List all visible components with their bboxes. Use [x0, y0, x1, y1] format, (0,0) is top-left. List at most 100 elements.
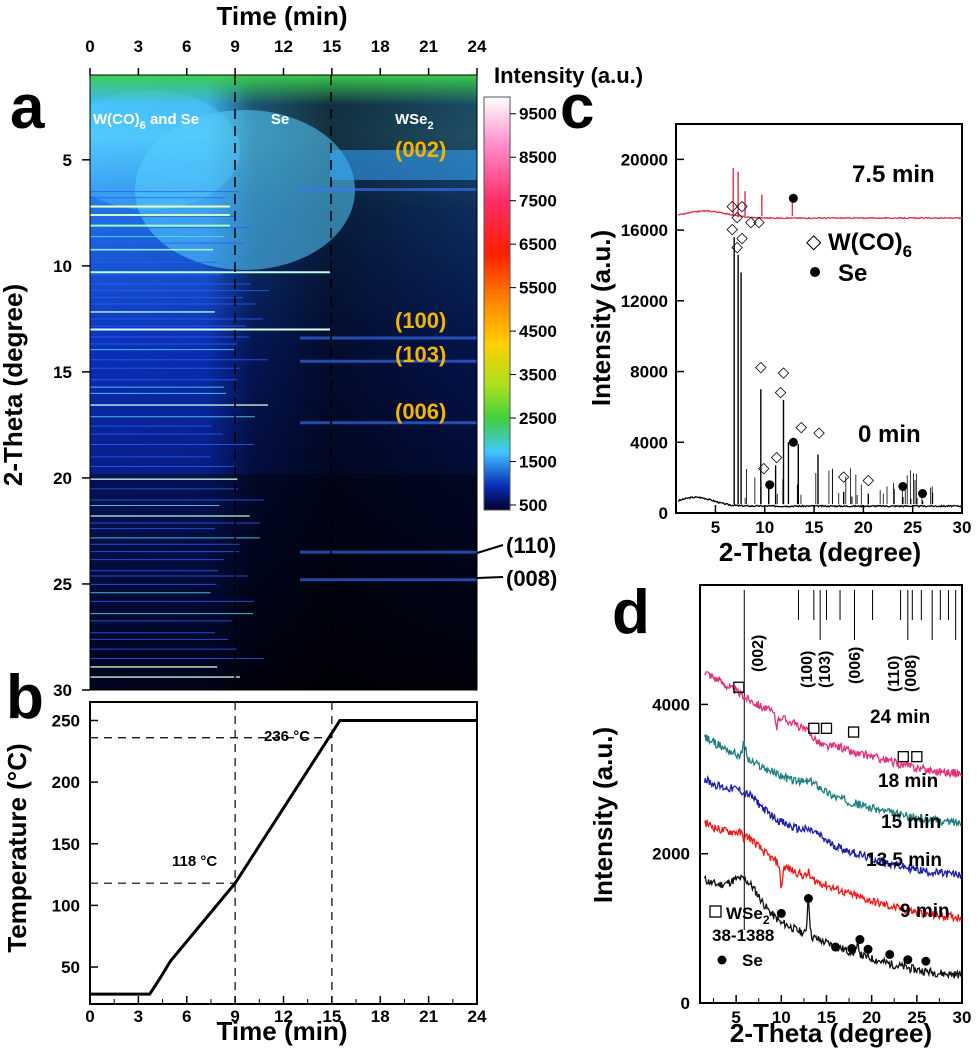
legend-wse2-label: WSe2 [726, 904, 770, 927]
legend-pdf-number: 38-1388 [712, 926, 774, 945]
hkl-103-label: (103) [395, 342, 446, 367]
c-x-tick-label: 20 [854, 518, 873, 537]
region-label-se: Se [271, 111, 289, 128]
region-label-wse2: WSe2 [395, 111, 434, 132]
d-se-marker [847, 944, 857, 954]
c-y-tick-label: 8000 [630, 363, 668, 382]
d-y-tick-label: 4000 [652, 695, 690, 714]
colorbar-tick-label: 500 [519, 496, 547, 515]
b-y-tick-label: 250 [52, 711, 80, 730]
b-x-tick-label: 24 [468, 1007, 487, 1026]
hkl-d-002: (002) [750, 635, 767, 672]
d-se-marker [921, 956, 931, 966]
panel-a-ylabel: 2-Theta (degree) [0, 284, 28, 486]
d-x-tick-label: 15 [817, 1008, 836, 1027]
colorbar-title: Intensity (a.u.) [494, 63, 643, 88]
wco6-marker: ◇ [726, 221, 738, 238]
wco6-marker: ◇ [795, 419, 807, 436]
low-angle-green-band [90, 75, 477, 105]
d-x-tick-label: 5 [731, 1008, 740, 1027]
panel-c-ylabel: Intensity (a.u.) [586, 230, 616, 406]
panel-a-time-ticks: 0 3 6 9 12 15 18 21 24 [85, 37, 487, 75]
b-x-tick-label: 6 [182, 1007, 191, 1026]
panel-c-ticks: 5 10 15 20 25 30 0 4000 8000 12000 16000 20000 [621, 150, 972, 537]
panel-b-label: b [6, 663, 44, 732]
hkl-d-006: (006) [847, 647, 864, 684]
panel-c-curves [677, 168, 963, 508]
colorbar-tick-label: 9500 [519, 105, 557, 124]
wse2-marker [820, 722, 833, 734]
legend-se-icon [810, 267, 820, 277]
panel-d-xlabel: 2-Theta (degree) [730, 1018, 932, 1048]
panel-a-2theta-ticks: 5 10 15 20 25 30 [53, 151, 90, 700]
c-x-tick-label: 15 [805, 518, 824, 537]
a-y-tick-label: 30 [53, 681, 72, 700]
b-x-tick-label: 12 [274, 1007, 293, 1026]
wco6-marker: ◇ [771, 449, 783, 466]
a-top-tick-label: 12 [274, 37, 293, 56]
b-y-tick-label: 50 [61, 958, 80, 977]
wco6-marker: ◇ [863, 472, 875, 489]
a-top-tick-label: 21 [419, 37, 438, 56]
colorbar-tick-label: 5500 [519, 279, 557, 298]
se-marker [918, 489, 928, 499]
colorbar-tick-label: 3500 [519, 366, 557, 385]
wco6-marker: ◇ [758, 459, 770, 476]
se-marker [765, 480, 775, 490]
wco6-marker: ◇ [775, 383, 787, 400]
se-broad-region [135, 110, 355, 270]
panel-b: b 0 3 6 9 12 15 18 21 24 50 100 150 200 250 118 °C 23… [2, 663, 487, 1046]
wco6-marker: ◇ [755, 359, 767, 376]
heatmap [90, 75, 477, 690]
wco6-marker: ◇ [813, 424, 825, 441]
a-y-tick-label: 25 [53, 575, 72, 594]
legend-se-label: Se [838, 260, 867, 287]
c-y-tick-label: 20000 [621, 150, 668, 169]
label-13-5-min: 13.5 min [866, 850, 942, 871]
panel-b-guides [90, 702, 333, 1004]
c-y-tick-label: 0 [659, 504, 668, 523]
panel-d: d 5 10 15 20 25 30 0 2000 4000 (002) (100) (103)… [588, 578, 971, 1048]
hkl-110-label: (110) [506, 533, 556, 558]
wco6-marker: ◇ [736, 229, 748, 246]
wse2-marker [897, 751, 909, 763]
a-y-tick-label: 5 [63, 151, 72, 170]
panel-d-ylabel: Intensity (a.u.) [588, 727, 618, 903]
panel-d-ticks: 5 10 15 20 25 30 0 2000 4000 [652, 695, 971, 1027]
wco6-marker: ◇ [726, 198, 738, 215]
wco6-marker: ◇ [745, 214, 757, 231]
d-curve-18-min [703, 734, 963, 828]
a-y-tick-label: 20 [53, 469, 72, 488]
heatmap-frame [89, 74, 478, 691]
d-x-tick-label: 25 [907, 1008, 926, 1027]
panel-d-frame [699, 584, 963, 1004]
b-y-tick-label: 150 [52, 835, 80, 854]
d-x-tick-label: 20 [862, 1008, 881, 1027]
panel-d-reference-lines [743, 590, 957, 930]
wse2-marker [847, 726, 860, 738]
hkl-d-103: (103) [817, 651, 834, 688]
hkl-d-110: (110) [886, 656, 903, 692]
panel-b-ylabel: Temperature (°C) [2, 743, 32, 952]
annotation-118c: 118 °C [172, 853, 217, 870]
d-se-marker [885, 949, 895, 959]
label-15-min: 15 min [881, 812, 941, 833]
panel-a-top-axis-label: Time (min) [217, 1, 348, 31]
a-top-tick-label: 24 [468, 37, 487, 56]
d-se-marker [831, 942, 841, 952]
hkl-d-008: (008) [903, 655, 920, 692]
legend-se-dot-label: Se [742, 951, 763, 970]
b-x-tick-label: 3 [134, 1007, 143, 1026]
label-9-min: 9 min [900, 901, 950, 922]
a-y-tick-label: 15 [53, 363, 72, 382]
a-y-tick-label: 10 [53, 257, 72, 276]
b-x-tick-label: 18 [371, 1007, 390, 1026]
se-marker [788, 193, 798, 203]
b-x-tick-label: 0 [85, 1007, 94, 1026]
panel-c-frame [675, 123, 963, 514]
wco6-marker: ◇ [753, 214, 765, 231]
a-top-tick-label: 9 [230, 37, 239, 56]
c-x-tick-label: 30 [953, 518, 972, 537]
